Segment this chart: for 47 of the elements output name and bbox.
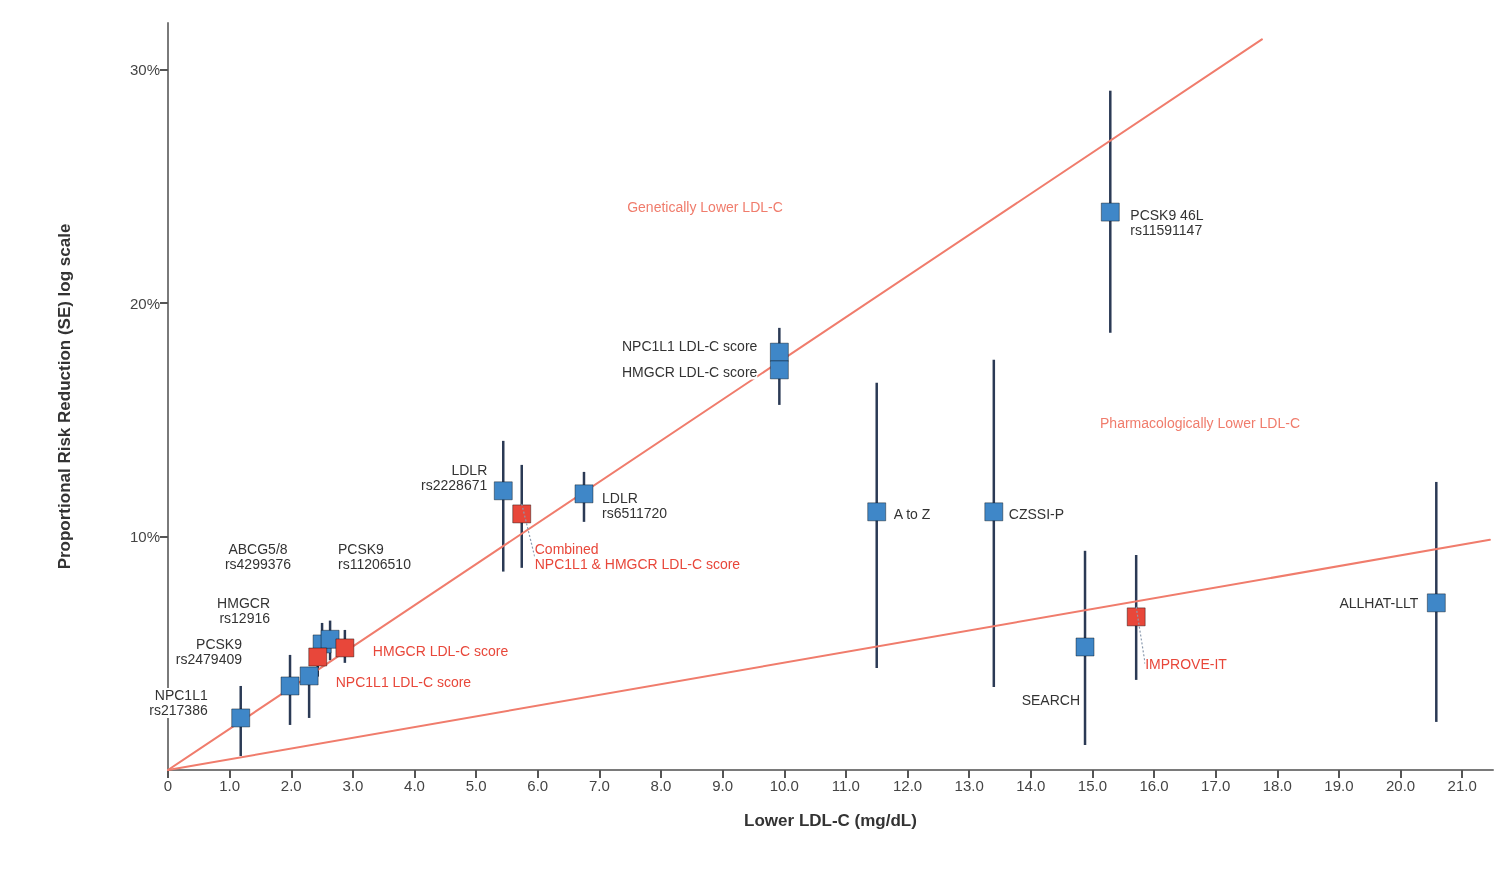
y-tick-label: 20%: [129, 294, 160, 312]
x-tick-label: 8.0: [650, 777, 672, 794]
x-tick-label: 1.0: [219, 777, 241, 794]
x-tick-label: 4.0: [404, 777, 425, 794]
x-tick-label: 16.0: [1139, 777, 1169, 794]
annotation: ABCG5/8 rs4299376: [224, 540, 292, 572]
annotation: SEARCH: [1021, 692, 1080, 708]
x-tick-label: 18.0: [1262, 777, 1292, 794]
x-tick-label: 7.0: [588, 777, 610, 794]
annotation: PCSK9 46L rs11591147: [1130, 206, 1204, 238]
x-tick-label: 21.0: [1447, 777, 1477, 794]
x-tick-label: 19.0: [1324, 777, 1354, 794]
x-tick-label: 13.0: [954, 777, 984, 794]
x-tick-label: 12.0: [892, 777, 923, 794]
annotation: PCSK9 rs2479409: [175, 635, 243, 667]
x-tick-label: 20.0: [1385, 777, 1416, 794]
annotation: NPC1L1 LDL-C score: [335, 674, 472, 691]
annotation: HMGCR LDL-C score: [621, 363, 758, 380]
x-axis-title: Lower LDL-C (mg/dL): [744, 811, 917, 830]
x-tick-label: 0: [163, 777, 173, 794]
annotation: NPC1L1 LDL-C score: [621, 338, 758, 355]
x-tick-label: 17.0: [1201, 777, 1231, 794]
annotation: PCSK9 rs11206510: [338, 540, 412, 572]
annotation: LDLR rs6511720: [601, 490, 668, 522]
annotation: IMPROVE-IT: [1145, 655, 1228, 672]
annotation: Combined NPC1L1 & HMGCR LDL-C score: [534, 541, 741, 573]
x-tick-label: 9.0: [712, 777, 734, 794]
x-tick-label: 11.0: [831, 777, 860, 794]
annotation: Genetically Lower LDL-C: [627, 199, 783, 215]
annotation: CZSSI-P: [1008, 505, 1065, 522]
x-tick-label: 2.0: [280, 777, 302, 794]
y-axis-title: Proportional Risk Reduction (SE) log scale: [55, 223, 74, 570]
x-tick-label: 6.0: [527, 777, 549, 794]
annotation: LDLR rs2228671: [421, 462, 488, 494]
annotation: Pharmacologically Lower LDL-C: [1100, 415, 1300, 431]
annotation: HMGCR rs12916: [217, 594, 271, 626]
annotation: A to Z: [893, 505, 931, 522]
y-tick-label: 10%: [129, 528, 160, 546]
annotation: ALLHAT-LLT: [1339, 594, 1419, 611]
y-tick-label: 30%: [129, 61, 160, 79]
x-tick-label: 3.0: [342, 777, 364, 794]
annotation: NPC1L1 rs217386: [149, 687, 208, 719]
x-tick-label: 14.0: [1016, 777, 1046, 794]
x-tick-label: 15.0: [1077, 777, 1108, 794]
x-tick-label: 5.0: [465, 777, 487, 794]
x-tick-label: 10.0: [769, 777, 799, 794]
annotation: HMGCR LDL-C score: [372, 642, 509, 659]
